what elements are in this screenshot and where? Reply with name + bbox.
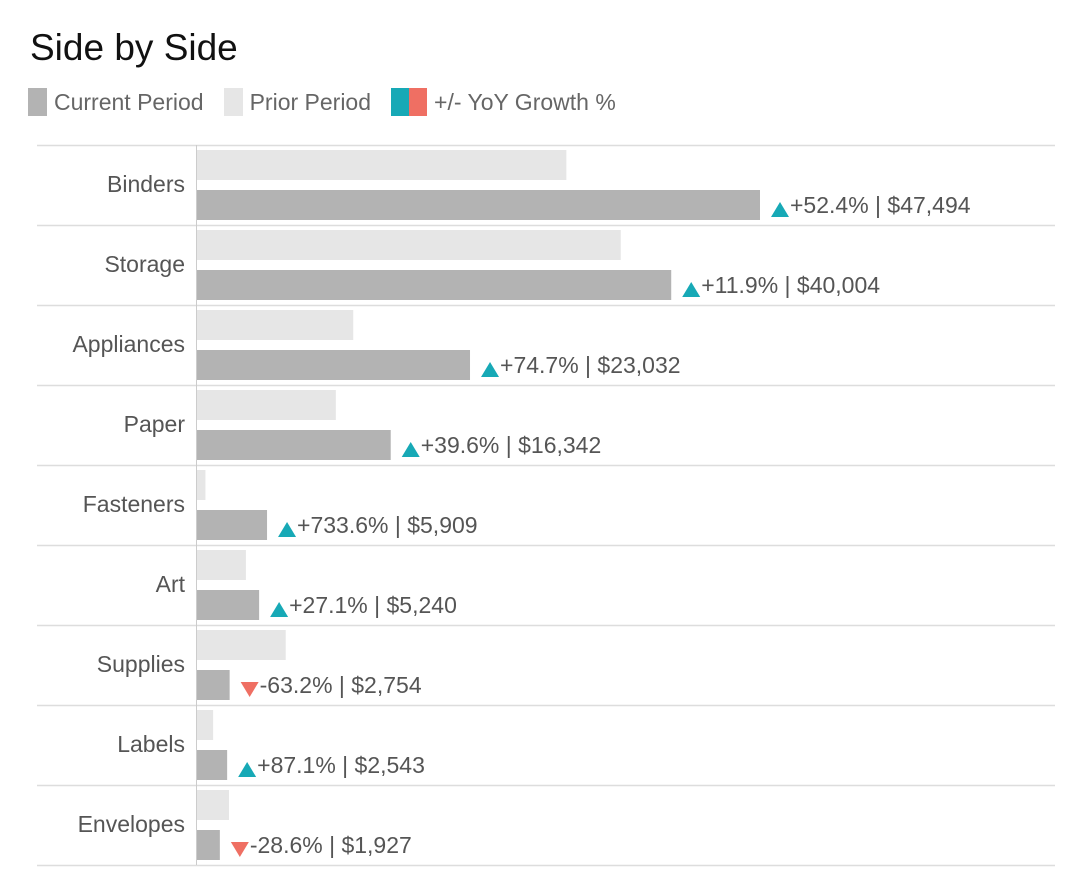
- category-label-storage: Storage: [104, 251, 185, 277]
- data-label-fasteners: +733.6% | $5,909: [297, 512, 478, 538]
- category-label-paper: Paper: [124, 411, 186, 437]
- category-label-binders: Binders: [107, 171, 185, 197]
- bar-current-binders: [197, 190, 760, 220]
- category-label-envelopes: Envelopes: [78, 811, 185, 837]
- category-label-fasteners: Fasteners: [83, 491, 185, 517]
- bar-prior-paper: [197, 390, 336, 420]
- triangle-up-icon-storage: [682, 282, 701, 297]
- data-label-paper: +39.6% | $16,342: [421, 432, 602, 458]
- triangle-up-icon-fasteners: [278, 522, 297, 537]
- data-label-supplies: -63.2% | $2,754: [260, 672, 422, 698]
- legend-swatch-growth: [391, 88, 428, 116]
- data-label-art: +27.1% | $5,240: [289, 592, 457, 618]
- data-label-labels: +87.1% | $2,543: [257, 752, 425, 778]
- bar-prior-storage: [197, 230, 621, 260]
- triangle-up-icon-labels: [238, 762, 257, 777]
- legend-swatch-growth-down: [409, 88, 428, 116]
- legend: Current Period Prior Period +/- YoY Grow…: [28, 87, 636, 117]
- triangle-down-icon-supplies: [240, 682, 259, 697]
- bar-current-art: [197, 590, 260, 620]
- bar-current-supplies: [197, 670, 230, 700]
- legend-item-current: Current Period: [28, 88, 204, 116]
- legend-label-prior: Prior Period: [249, 88, 372, 115]
- triangle-up-icon-paper: [401, 442, 420, 457]
- bar-current-envelopes: [197, 830, 220, 860]
- legend-swatch-prior: [223, 88, 243, 116]
- bar-prior-fasteners: [197, 470, 206, 500]
- category-label-appliances: Appliances: [72, 331, 185, 357]
- chart-title: Side by Side: [30, 27, 238, 68]
- legend-item-prior: Prior Period: [223, 88, 372, 116]
- legend-label-growth: +/- YoY Growth %: [434, 88, 616, 115]
- bar-prior-appliances: [197, 310, 354, 340]
- legend-swatch-growth-up: [391, 88, 410, 116]
- legend-label-current: Current Period: [54, 88, 204, 115]
- triangle-up-icon-binders: [771, 202, 789, 217]
- data-label-storage: +11.9% | $40,004: [701, 272, 880, 298]
- triangle-up-icon-appliances: [481, 362, 500, 377]
- bar-current-labels: [197, 750, 228, 780]
- legend-item-growth: +/- YoY Growth %: [391, 88, 616, 116]
- data-label-appliances: +74.7% | $23,032: [500, 352, 681, 378]
- legend-swatch-current: [28, 88, 47, 116]
- bar-current-fasteners: [197, 510, 268, 540]
- triangle-up-icon-art: [270, 602, 289, 617]
- bar-prior-binders: [197, 150, 567, 180]
- data-label-binders: +52.4% | $47,494: [790, 192, 971, 218]
- bar-current-storage: [197, 270, 672, 300]
- triangle-down-icon-envelopes: [230, 842, 249, 857]
- bar-current-paper: [197, 430, 391, 460]
- data-label-envelopes: -28.6% | $1,927: [250, 832, 412, 858]
- category-label-art: Art: [156, 571, 186, 597]
- bar-prior-art: [197, 550, 246, 580]
- bar-prior-labels: [197, 710, 214, 740]
- category-label-supplies: Supplies: [97, 651, 185, 677]
- bar-prior-supplies: [197, 630, 286, 660]
- category-label-labels: Labels: [117, 731, 185, 757]
- bar-prior-envelopes: [197, 790, 229, 820]
- bar-current-appliances: [197, 350, 471, 380]
